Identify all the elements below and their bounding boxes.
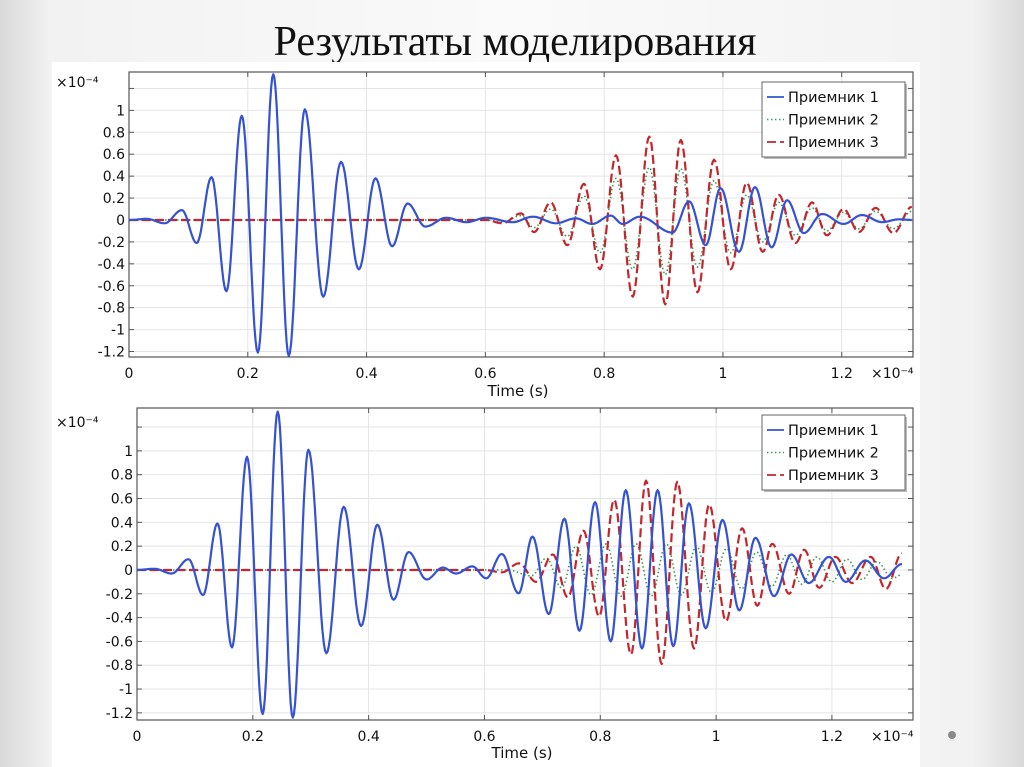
chart-top-svg: -1.2 -1 -0.8 -0.6 -0.4 -0.2 0 0.2 0.4 0.6 0.8 1 0 0.2… <box>56 71 914 400</box>
x-tick-label: 0 <box>125 366 134 382</box>
x-tick-label: 1 <box>712 729 721 745</box>
y-tick-label: -1.2 <box>98 345 125 361</box>
legend-label-3: Приемник 3 <box>788 468 879 484</box>
y-tick-label: -0.2 <box>106 587 133 603</box>
y-tick-label: -0.6 <box>98 279 125 295</box>
plot-frame <box>128 71 914 358</box>
y-tick-label: -0.6 <box>106 634 133 650</box>
y-tick-label: 1 <box>124 444 133 460</box>
x-tick-label: 0.2 <box>237 366 259 382</box>
y-tick-label: 0 <box>124 563 133 579</box>
x-tick-label: 1.2 <box>821 729 843 745</box>
y-tick-label: 0.6 <box>111 492 133 508</box>
x-tick-label: 0.6 <box>473 729 495 745</box>
x-tick-label: 0 <box>133 729 142 745</box>
series-line-2 <box>137 543 903 597</box>
y-tick-label: 0.8 <box>111 468 133 484</box>
y-tick-label: -0.4 <box>98 257 125 273</box>
legend: Приемник 1 Приемник 2 Приемник 3 <box>761 414 907 492</box>
y-tick-label: 0.2 <box>111 539 133 555</box>
x-axis-label: Time (s) <box>487 382 549 400</box>
y-tick-label: -0.8 <box>98 301 125 317</box>
series-line-1 <box>136 410 903 719</box>
x-tick-label: 0.2 <box>242 729 264 745</box>
y-tick-label: -1 <box>111 323 125 339</box>
series-line-1 <box>129 73 912 357</box>
y-tick-label: 0 <box>116 213 125 229</box>
x-tick-label: 0.6 <box>474 366 496 382</box>
y-tick-label: -1.2 <box>106 706 133 722</box>
legend-label-1: Приемник 1 <box>788 90 879 106</box>
chart-top: -1.2 -1 -0.8 -0.6 -0.4 -0.2 0 0.2 0.4 0.6 0.8 1 0 0.2… <box>52 62 920 406</box>
y-tick-label: -0.2 <box>98 235 125 251</box>
slide-title: Результаты моделирования <box>273 19 757 65</box>
y-tick-label: -0.8 <box>106 658 133 674</box>
legend: Приемник 1 Приемник 2 Приемник 3 <box>761 81 907 159</box>
x-tick-label: 1.2 <box>831 366 853 382</box>
chart-bottom: -1.2 -1 -0.8 -0.6 -0.4 -0.2 0 0.2 0.4 0.6 0.8 1 0 0.2… <box>52 402 920 767</box>
legend-label-2: Приемник 2 <box>788 113 879 129</box>
y-multiplier-label: ×10⁻⁴ <box>56 415 99 431</box>
legend-label-3: Приемник 3 <box>788 135 879 151</box>
x-axis-label: Time (s) <box>491 744 553 762</box>
y-tick-label: 0.2 <box>103 191 125 207</box>
slide-bullet-dot <box>948 731 956 739</box>
chart-bottom-svg: -1.2 -1 -0.8 -0.6 -0.4 -0.2 0 0.2 0.4 0.6 0.8 1 0 0.2… <box>56 407 914 762</box>
y-tick-label: -0.4 <box>106 611 133 627</box>
plot-frame <box>136 407 914 721</box>
legend-label-2: Приемник 2 <box>788 446 879 462</box>
series-line-3 <box>129 135 913 306</box>
legend-label-1: Приемник 1 <box>788 423 879 439</box>
x-tick-label: 0.4 <box>358 729 380 745</box>
y-tick-label: 0.4 <box>111 515 133 531</box>
x-tick-label: 0.4 <box>355 366 377 382</box>
x-tick-label: 0.8 <box>589 729 611 745</box>
x-multiplier-label: ×10⁻⁴ <box>871 366 914 382</box>
legend-box <box>761 81 906 158</box>
series-line-3 <box>137 479 903 666</box>
y-tick-label: 0.4 <box>103 169 125 185</box>
y-tick-label: 0.8 <box>103 125 125 141</box>
y-tick-label: 1 <box>116 103 125 119</box>
x-tick-label: 0.8 <box>593 366 615 382</box>
y-tick-label: -1 <box>119 682 133 698</box>
x-tick-label: 1 <box>718 366 727 382</box>
legend-box <box>761 414 906 491</box>
x-multiplier-label: ×10⁻⁴ <box>871 729 914 745</box>
y-tick-label: 0.6 <box>103 147 125 163</box>
y-multiplier-label: ×10⁻⁴ <box>56 75 99 91</box>
